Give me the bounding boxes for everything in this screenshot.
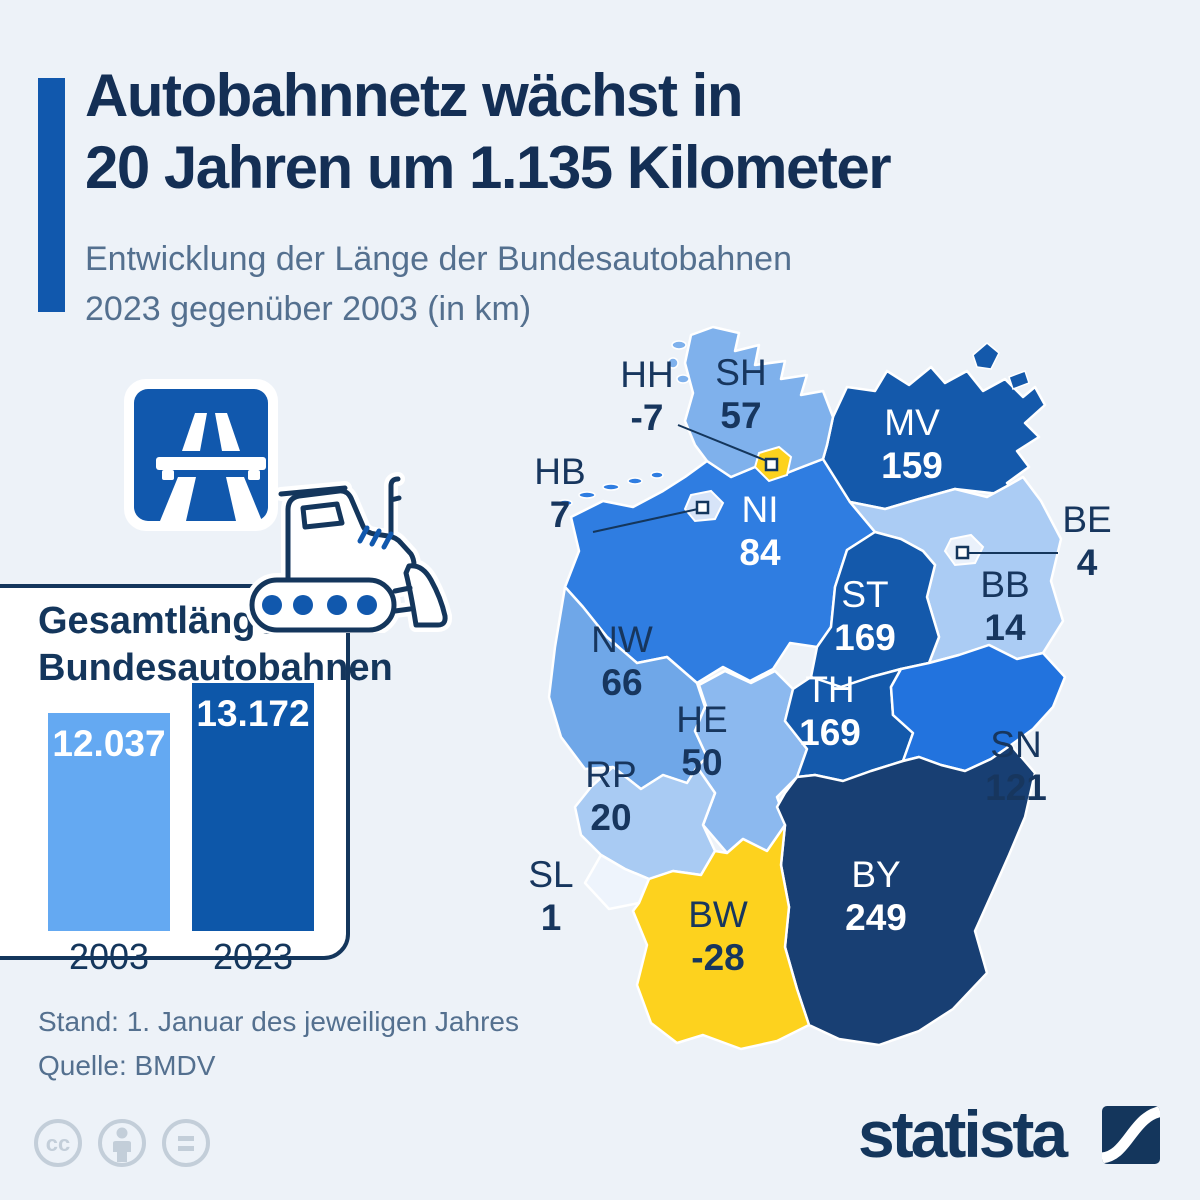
title-accent-bar [38, 78, 65, 312]
island-usedom [1008, 370, 1030, 390]
title-line-2: 20 Jahren um 1.135 Kilometer [85, 134, 892, 201]
callout-line-hh [677, 424, 768, 462]
state-label-ST: ST 169 [834, 574, 896, 658]
bar-2003-value: 12.037 [52, 723, 166, 764]
germany-map [547, 325, 1067, 1051]
page-title: Autobahnnetz wächst in 20 Jahren um 1.13… [85, 60, 892, 204]
inset-heading: Gesamtlänge Bundesautobahnen [38, 598, 393, 692]
state-shape-BW [631, 823, 811, 1051]
state-label-HE: HE 50 [676, 699, 728, 783]
callout-line-hb [592, 508, 699, 533]
state-label-HB: HB 7 [534, 451, 586, 535]
bar-2023-value: 13.172 [196, 693, 310, 734]
state-label-BW: BW -28 [688, 894, 748, 978]
subtitle-line-1: Entwicklung der Länge der Bundesautobahn… [85, 240, 792, 278]
state-label-SH: SH 57 [715, 352, 767, 436]
inset-heading-line-2: Bundesautobahnen [38, 647, 393, 689]
island [667, 357, 679, 369]
inset-heading-line-1: Gesamtlänge [38, 600, 277, 642]
state-label-RP: RP 20 [585, 754, 637, 838]
bulldozer-icon [245, 472, 453, 633]
island [557, 499, 573, 507]
statista-logo-icon [1102, 1106, 1160, 1164]
cc-icon [34, 1119, 82, 1167]
callout-marker-hh [764, 457, 779, 472]
footnote-source: Quelle: BMDV [38, 1050, 216, 1081]
callout-marker-hb [695, 500, 710, 515]
state-label-NW: NW 66 [591, 619, 653, 703]
statista-wordmark: statista [858, 1097, 1068, 1171]
nd-icon [162, 1119, 210, 1167]
license-icons: cc [34, 1119, 210, 1167]
subtitle-line-2: 2023 gegenüber 2003 (in km) [85, 290, 532, 328]
title-line-1: Autobahnnetz wächst in [85, 62, 744, 129]
footnote: Stand: 1. Januar des jeweiligen Jahres Q… [38, 1000, 519, 1088]
island [602, 483, 620, 491]
footnote-stand: Stand: 1. Januar des jeweiligen Jahres [38, 1006, 519, 1037]
island-ruegen [972, 342, 1000, 370]
state-label-TH: TH 169 [799, 669, 861, 753]
bar-2003: 12.037 [48, 713, 170, 931]
island [578, 491, 596, 499]
state-label-HH: HH -7 [620, 354, 674, 438]
state-label-BY: BY 249 [845, 854, 907, 938]
state-label-SL: SL 1 [528, 854, 574, 938]
bar-2003-label: 2003 [68, 936, 150, 977]
autobahn-sign-icon [124, 379, 278, 531]
island [671, 340, 687, 350]
svg-text:cc: cc [46, 1131, 70, 1156]
page-subtitle: Entwicklung der Länge der Bundesautobahn… [85, 234, 792, 334]
state-label-MV: MV 159 [881, 402, 943, 486]
state-label-SN: SN 121 [985, 724, 1047, 808]
state-label-BE: BE 4 [1062, 499, 1112, 583]
island [650, 471, 664, 479]
state-label-NI: NI 84 [739, 489, 781, 573]
island [627, 477, 643, 485]
attribution-icon [98, 1119, 146, 1167]
bar-2023-label: 2023 [212, 936, 294, 977]
callout-marker-be [955, 545, 970, 560]
bar-2023: 13.172 [192, 683, 314, 931]
state-shape-SH [683, 325, 835, 479]
island [676, 374, 690, 384]
state-label-BB: BB 14 [980, 564, 1030, 648]
